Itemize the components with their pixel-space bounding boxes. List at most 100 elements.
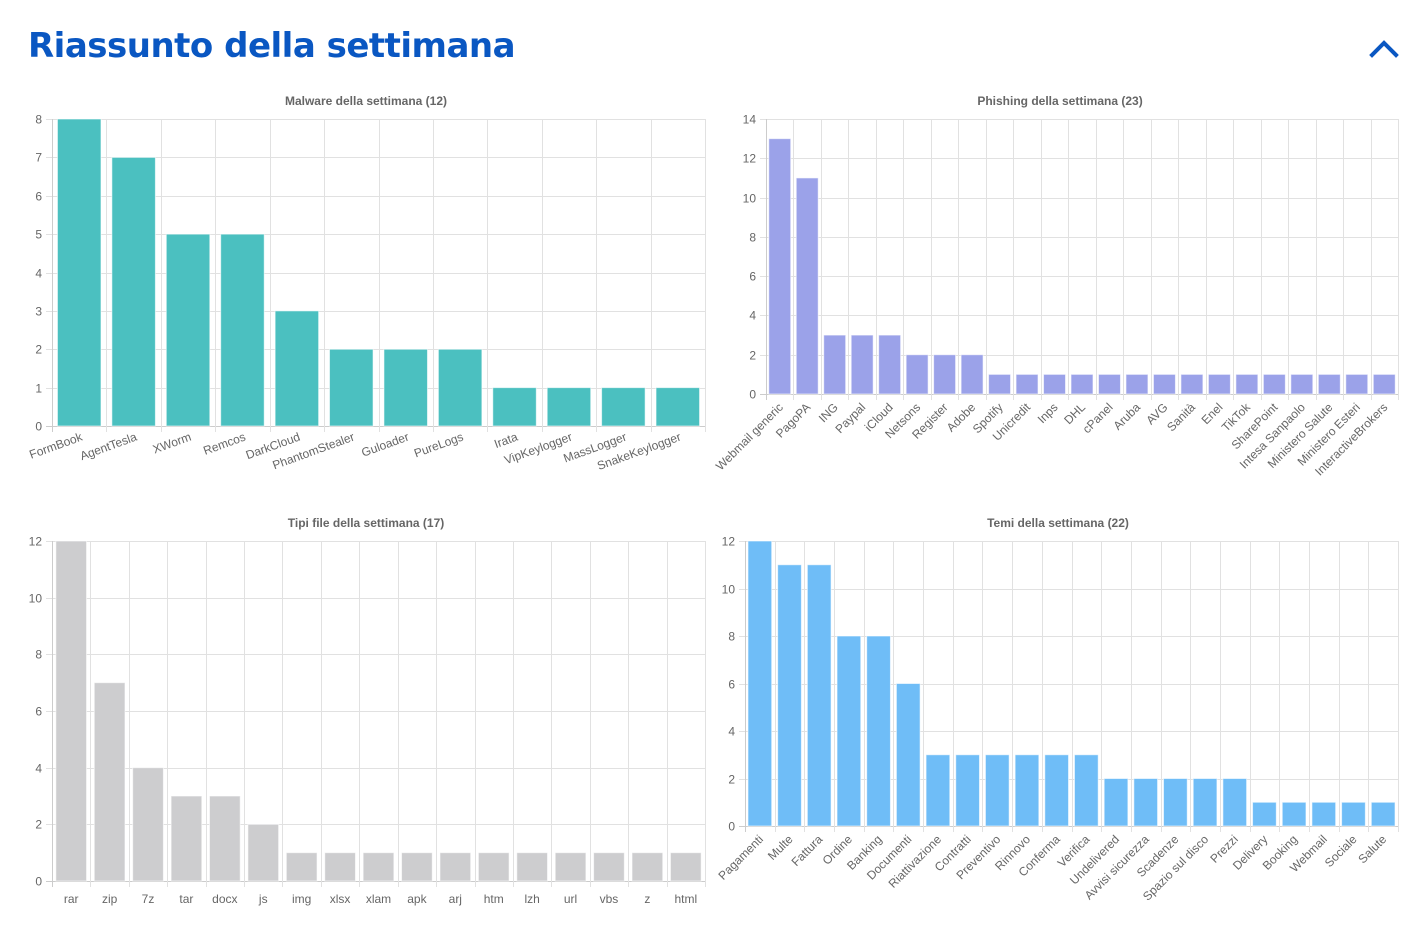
- bar[interactable]: [1281, 801, 1307, 827]
- y-tick-label: 6: [35, 190, 42, 204]
- bar[interactable]: [55, 540, 88, 882]
- x-tick-label: Banking: [844, 832, 885, 873]
- bar[interactable]: [247, 823, 280, 882]
- x-tick-label: Inps: [1035, 400, 1061, 426]
- bar[interactable]: [1103, 778, 1129, 827]
- x-tick-label: Ministero Esteri: [1295, 400, 1363, 468]
- x-tick-label: rar: [64, 892, 79, 906]
- bar[interactable]: [806, 564, 832, 827]
- bar[interactable]: [984, 754, 1010, 827]
- bar[interactable]: [905, 354, 929, 395]
- x-tick-label: ING: [816, 400, 841, 425]
- bar[interactable]: [324, 852, 356, 882]
- bar[interactable]: [1222, 778, 1248, 827]
- bar[interactable]: [1262, 373, 1286, 395]
- bar[interactable]: [477, 852, 510, 882]
- x-tick-label: XWorm: [151, 430, 193, 457]
- bar[interactable]: [955, 754, 980, 827]
- bar[interactable]: [593, 852, 625, 882]
- bar[interactable]: [988, 373, 1012, 395]
- collapse-button[interactable]: [1366, 34, 1402, 64]
- bar[interactable]: [383, 348, 428, 427]
- bar[interactable]: [170, 795, 203, 882]
- bar[interactable]: [631, 852, 664, 882]
- x-tick-label: Rinnovo: [992, 832, 1033, 873]
- bar[interactable]: [93, 682, 126, 882]
- bar[interactable]: [1097, 373, 1121, 395]
- bar[interactable]: [554, 852, 587, 882]
- bar[interactable]: [1133, 778, 1159, 827]
- bar[interactable]: [747, 540, 773, 827]
- bar[interactable]: [274, 310, 320, 427]
- x-tick-label: Aruba: [1111, 400, 1144, 433]
- bar[interactable]: [669, 852, 702, 882]
- bar[interactable]: [1290, 373, 1314, 395]
- bar[interactable]: [836, 635, 862, 827]
- y-tick-label: 0: [749, 388, 756, 402]
- bar[interactable]: [655, 387, 701, 427]
- bar[interactable]: [546, 387, 592, 427]
- bar[interactable]: [866, 635, 891, 827]
- bar[interactable]: [1125, 373, 1149, 395]
- bar[interactable]: [823, 334, 847, 395]
- bar[interactable]: [516, 852, 549, 882]
- x-tick-label: Documenti: [864, 832, 914, 882]
- bar[interactable]: [220, 233, 265, 427]
- x-tick-label: Sociale: [1322, 832, 1360, 870]
- bar[interactable]: [933, 354, 957, 395]
- x-tick-label: iCloud: [862, 400, 896, 434]
- bar[interactable]: [1015, 373, 1039, 395]
- bar[interactable]: [895, 683, 921, 827]
- bar[interactable]: [1163, 778, 1188, 827]
- bar[interactable]: [329, 348, 374, 427]
- bar[interactable]: [132, 767, 164, 882]
- bar[interactable]: [960, 354, 984, 395]
- bar[interactable]: [768, 138, 792, 395]
- bar[interactable]: [850, 334, 874, 395]
- bar[interactable]: [1207, 373, 1231, 395]
- bar[interactable]: [1345, 373, 1369, 395]
- bar[interactable]: [1252, 801, 1277, 827]
- bar[interactable]: [492, 387, 537, 427]
- bar[interactable]: [925, 754, 951, 827]
- bar[interactable]: [795, 177, 819, 395]
- bar[interactable]: [439, 852, 472, 882]
- x-tick-label: lzh: [524, 892, 539, 906]
- bar[interactable]: [362, 852, 395, 882]
- bar[interactable]: [1372, 373, 1396, 395]
- bar[interactable]: [878, 334, 902, 395]
- bar[interactable]: [1317, 373, 1341, 395]
- bar[interactable]: [1370, 801, 1396, 827]
- bar[interactable]: [1235, 373, 1259, 395]
- bar[interactable]: [1073, 754, 1099, 827]
- bar[interactable]: [285, 852, 318, 882]
- bar[interactable]: [1044, 754, 1070, 827]
- bar[interactable]: [777, 564, 802, 827]
- bar[interactable]: [601, 387, 646, 427]
- bar[interactable]: [437, 348, 483, 427]
- bar[interactable]: [56, 118, 102, 427]
- x-tick-label: zip: [102, 892, 118, 906]
- x-tick-label: PhantomStealer: [271, 430, 357, 473]
- bar[interactable]: [1192, 778, 1218, 827]
- bar[interactable]: [401, 852, 433, 882]
- x-tick-label: Pagamenti: [715, 832, 765, 882]
- bar[interactable]: [165, 233, 211, 427]
- bar[interactable]: [208, 795, 241, 882]
- y-tick-label: 8: [749, 231, 756, 245]
- bar[interactable]: [1311, 801, 1337, 827]
- bar[interactable]: [1014, 754, 1040, 827]
- y-tick-label: 1: [35, 382, 42, 396]
- bar[interactable]: [1043, 373, 1067, 395]
- y-tick-label: 2: [749, 349, 756, 363]
- x-tick-label: apk: [407, 892, 427, 906]
- x-tick-label: Spazio sul disco: [1140, 832, 1211, 903]
- bar[interactable]: [1180, 373, 1204, 395]
- x-tick-label: Netsons: [882, 400, 923, 441]
- bar[interactable]: [1152, 373, 1176, 395]
- bar[interactable]: [1341, 801, 1366, 827]
- bar[interactable]: [1070, 373, 1094, 395]
- y-tick-label: 8: [35, 113, 42, 127]
- bar[interactable]: [111, 156, 156, 427]
